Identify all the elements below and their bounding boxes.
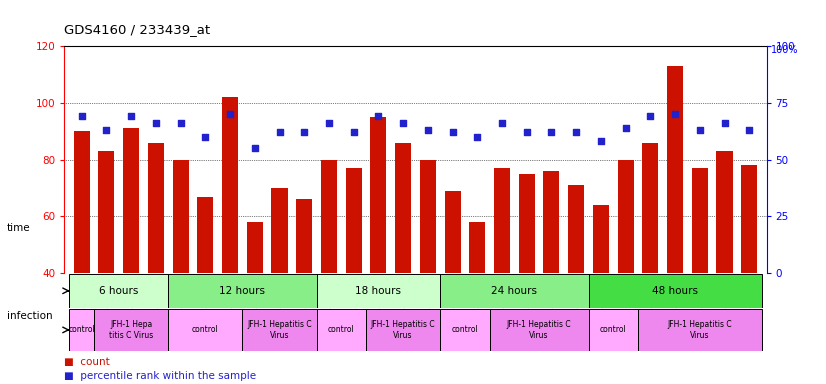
Bar xyxy=(169,310,242,351)
Bar xyxy=(420,160,436,273)
Point xyxy=(496,120,509,126)
Point xyxy=(150,120,163,126)
Bar xyxy=(691,168,708,273)
Point xyxy=(594,138,607,144)
Text: control: control xyxy=(600,325,627,334)
Bar xyxy=(69,310,94,351)
Bar xyxy=(395,142,411,273)
Point xyxy=(570,129,583,136)
Bar xyxy=(716,151,733,273)
Text: GDS4160 / 233439_at: GDS4160 / 233439_at xyxy=(64,23,211,36)
Point xyxy=(322,120,335,126)
Text: 6 hours: 6 hours xyxy=(99,286,139,296)
Point xyxy=(693,127,706,133)
Text: 100%: 100% xyxy=(771,45,798,55)
Point xyxy=(125,113,138,119)
Bar xyxy=(169,274,316,308)
Bar xyxy=(69,274,169,308)
Bar xyxy=(490,310,589,351)
Bar xyxy=(444,191,461,273)
Point xyxy=(668,111,681,117)
Point xyxy=(471,134,484,140)
Point xyxy=(718,120,731,126)
Point xyxy=(372,113,385,119)
Text: control: control xyxy=(328,325,354,334)
Point xyxy=(75,113,88,119)
Text: control: control xyxy=(452,325,478,334)
Bar xyxy=(638,310,762,351)
Bar xyxy=(173,160,188,273)
Bar xyxy=(741,165,757,273)
Point xyxy=(545,129,558,136)
Bar xyxy=(316,310,366,351)
Text: time: time xyxy=(7,223,31,233)
Bar xyxy=(98,151,115,273)
Bar xyxy=(247,222,263,273)
Text: control: control xyxy=(192,325,219,334)
Point xyxy=(347,129,360,136)
Text: 18 hours: 18 hours xyxy=(355,286,401,296)
Point xyxy=(273,129,286,136)
Text: 24 hours: 24 hours xyxy=(491,286,538,296)
Bar xyxy=(440,310,490,351)
Bar xyxy=(297,199,312,273)
Bar xyxy=(593,205,609,273)
Point xyxy=(224,111,237,117)
Point xyxy=(174,120,188,126)
Bar xyxy=(370,117,387,273)
Bar xyxy=(345,168,362,273)
Point xyxy=(643,113,657,119)
Text: JFH-1 Hepa
titis C Virus: JFH-1 Hepa titis C Virus xyxy=(109,320,154,339)
Text: 12 hours: 12 hours xyxy=(220,286,265,296)
Point xyxy=(743,127,756,133)
Text: JFH-1 Hepatitis C
Virus: JFH-1 Hepatitis C Virus xyxy=(371,320,435,339)
Point xyxy=(100,127,113,133)
Bar xyxy=(568,185,584,273)
Bar xyxy=(544,171,559,273)
Bar xyxy=(618,160,634,273)
Point xyxy=(619,125,632,131)
Text: ■  count: ■ count xyxy=(64,357,110,367)
Point xyxy=(297,129,311,136)
Bar xyxy=(589,310,638,351)
Bar xyxy=(242,310,316,351)
Bar xyxy=(197,197,213,273)
Point xyxy=(520,129,534,136)
Bar xyxy=(148,142,164,273)
Bar xyxy=(589,274,762,308)
Text: infection: infection xyxy=(7,311,52,321)
Bar xyxy=(316,274,440,308)
Bar xyxy=(440,274,589,308)
Bar xyxy=(123,128,140,273)
Bar xyxy=(222,97,238,273)
Text: JFH-1 Hepatitis C
Virus: JFH-1 Hepatitis C Virus xyxy=(667,320,732,339)
Point xyxy=(446,129,459,136)
Bar xyxy=(469,222,486,273)
Bar xyxy=(74,131,90,273)
Text: control: control xyxy=(69,325,95,334)
Point xyxy=(248,145,261,151)
Text: JFH-1 Hepatitis C
Virus: JFH-1 Hepatitis C Virus xyxy=(247,320,312,339)
Bar xyxy=(519,174,534,273)
Point xyxy=(199,134,212,140)
Point xyxy=(396,120,410,126)
Text: 48 hours: 48 hours xyxy=(652,286,698,296)
Bar xyxy=(643,142,658,273)
Bar xyxy=(494,168,510,273)
Text: JFH-1 Hepatitis C
Virus: JFH-1 Hepatitis C Virus xyxy=(507,320,572,339)
Bar xyxy=(321,160,337,273)
Bar xyxy=(272,188,287,273)
Bar xyxy=(366,310,440,351)
Text: ■  percentile rank within the sample: ■ percentile rank within the sample xyxy=(64,371,257,381)
Bar xyxy=(94,310,169,351)
Point xyxy=(421,127,434,133)
Bar xyxy=(667,66,683,273)
